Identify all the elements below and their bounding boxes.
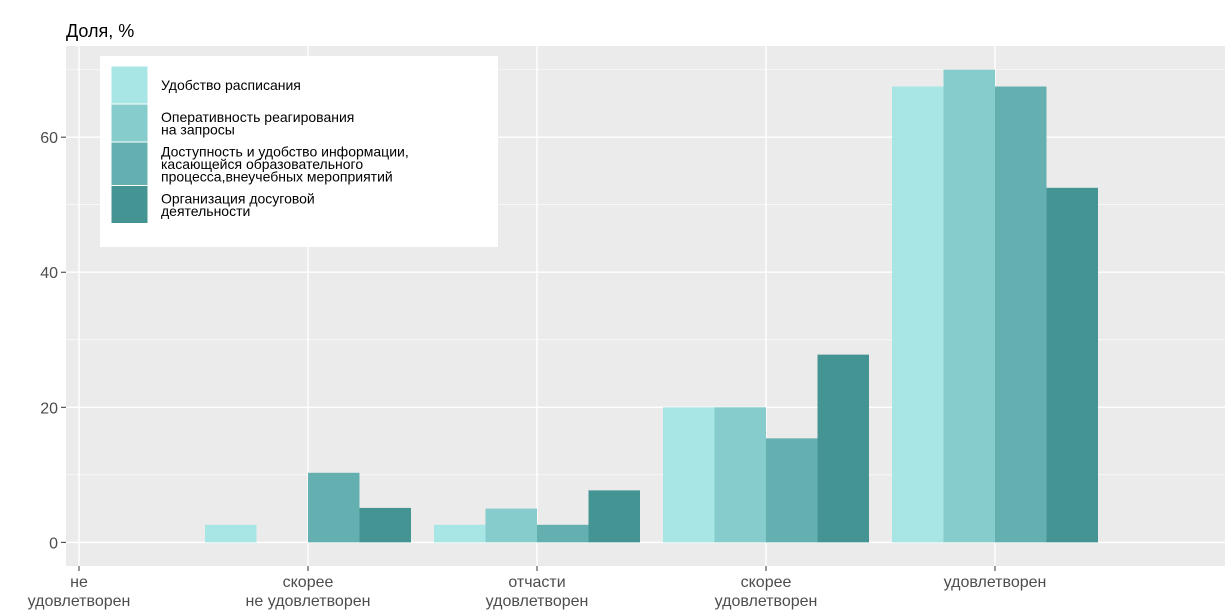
legend-label-line: деятельности <box>161 203 250 219</box>
bar <box>359 507 411 543</box>
bar <box>588 490 640 543</box>
bar <box>308 472 360 543</box>
legend-label-line: Оперативность реагирования <box>161 109 354 125</box>
x-tick-label: удовлетворен <box>944 574 1047 591</box>
bar <box>714 407 766 543</box>
y-tick-label: 40 <box>40 265 58 282</box>
bar <box>485 508 537 543</box>
x-tick-label-line: не удовлетворен <box>246 593 371 610</box>
y-axis: 0 20 40 60 <box>40 130 66 552</box>
bar <box>943 69 995 543</box>
legend-label: Оперативность реагирования на запросы <box>161 109 354 138</box>
legend-label-line: Доступность и удобство информации, <box>161 143 409 159</box>
y-tick-label: 20 <box>40 400 58 417</box>
legend-label: Организация досуговой деятельности <box>161 190 315 219</box>
legend-label-line: процесса,внеучебных мероприятий <box>161 168 393 184</box>
legend-box <box>100 56 498 247</box>
legend-label-line: на запросы <box>161 121 235 137</box>
bar <box>1046 187 1098 543</box>
x-tick-label-line: удовлетворен <box>944 574 1047 591</box>
legend-label: Удобство расписания <box>161 77 301 93</box>
legend: Удобство расписания Оперативность реагиро… <box>100 56 498 247</box>
legend-label-line: Удобство расписания <box>161 77 301 93</box>
bar <box>817 354 869 543</box>
x-tick-label-line: удовлетворен <box>28 593 131 610</box>
x-tick-label-line: скорее <box>283 574 334 591</box>
bars <box>205 69 1098 543</box>
y-tick-label: 0 <box>49 535 58 552</box>
bar <box>205 524 257 543</box>
legend-label: Доступность и удобство информации, касающ… <box>161 143 409 184</box>
x-tick-label: отчасти удовлетворен <box>486 574 589 610</box>
x-tick-label-line: удовлетворен <box>715 593 818 610</box>
legend-key <box>110 141 149 186</box>
x-tick-label-line: не <box>70 574 88 591</box>
y-tick-label: 60 <box>40 130 58 147</box>
legend-key <box>110 65 149 105</box>
legend-key <box>110 185 149 224</box>
x-tick-label: скорее не удовлетворен <box>246 574 371 610</box>
bar <box>434 524 486 543</box>
bar <box>537 524 589 543</box>
bar <box>663 407 715 543</box>
x-tick-label-line: отчасти <box>508 574 565 591</box>
legend-key <box>110 103 149 143</box>
bar <box>766 438 818 543</box>
legend-label-line: касающейся образовательного <box>161 156 363 172</box>
x-tick-label: не удовлетворен <box>28 574 131 610</box>
bar <box>892 86 944 543</box>
chart-title: Доля, % <box>66 21 134 41</box>
legend-label-line: Организация досуговой <box>161 190 315 206</box>
x-axis: не удовлетворен скорее не удовлетворен отчас… <box>28 566 1047 610</box>
x-tick-label: скорее удовлетворен <box>715 574 818 610</box>
x-tick-label-line: скорее <box>741 574 792 591</box>
bar <box>995 86 1047 543</box>
x-tick-label-line: удовлетворен <box>486 593 589 610</box>
